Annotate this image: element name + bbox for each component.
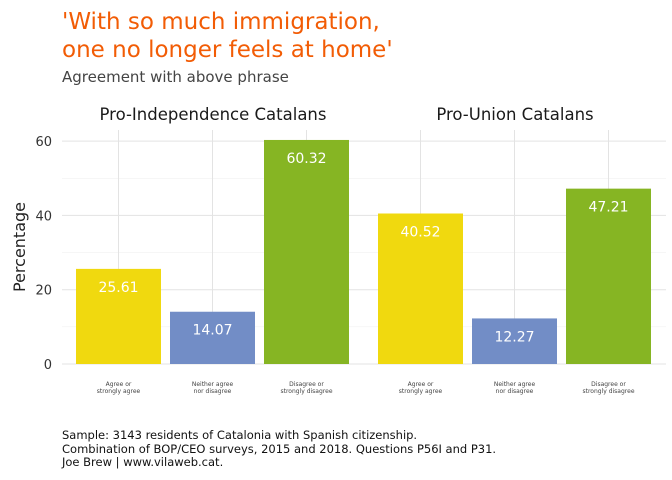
bar-value-label: 47.21 — [588, 200, 628, 216]
x-tick-label: strongly agree — [399, 388, 443, 395]
x-tick-label: nor disagree — [496, 388, 534, 395]
bar — [170, 311, 255, 364]
x-tick-label: Neither agree — [192, 381, 234, 388]
bar-value-label: 60.32 — [286, 151, 326, 167]
y-tick-label: 0 — [44, 358, 52, 373]
panel-title: Pro-Independence Catalans — [100, 105, 327, 124]
x-tick-label: strongly disagree — [582, 388, 634, 395]
bar-value-label: 12.27 — [494, 329, 534, 345]
chart-subtitle: Agreement with above phrase — [62, 68, 289, 86]
y-tick-label: 60 — [35, 135, 52, 150]
panel-title: Pro-Union Catalans — [436, 105, 593, 124]
bar-value-label: 40.52 — [400, 224, 440, 240]
y-axis-title: Percentage — [10, 202, 29, 292]
chart-caption: Sample: 3143 residents of Catalonia with… — [62, 428, 497, 470]
bar — [76, 268, 161, 364]
bar-value-label: 25.61 — [98, 280, 138, 296]
caption-line-author: Joe Brew | www.vilaweb.cat. — [62, 455, 224, 469]
x-tick-label: nor disagree — [194, 388, 232, 395]
x-tick-label: strongly agree — [97, 388, 141, 395]
y-tick-label: 40 — [35, 209, 52, 224]
x-tick-label: Disagree or — [591, 381, 626, 388]
y-tick-label: 20 — [35, 284, 52, 299]
bar — [566, 188, 651, 364]
bar — [378, 213, 463, 364]
caption-line-sample: Sample: 3143 residents of Catalonia with… — [62, 428, 418, 442]
x-tick-label: Agree or — [408, 381, 434, 388]
x-tick-label: Neither agree — [494, 381, 536, 388]
chart-title: 'With so much immigration, one no longer… — [62, 9, 393, 63]
caption-line-source: Combination of BOP/CEO surveys, 2015 and… — [62, 441, 497, 456]
bar-value-label: 14.07 — [192, 323, 232, 339]
x-tick-label: Agree or — [106, 381, 132, 388]
x-tick-label: strongly disagree — [280, 388, 332, 395]
x-tick-label: Disagree or — [289, 381, 324, 388]
bar — [264, 139, 349, 364]
bar — [472, 318, 557, 364]
